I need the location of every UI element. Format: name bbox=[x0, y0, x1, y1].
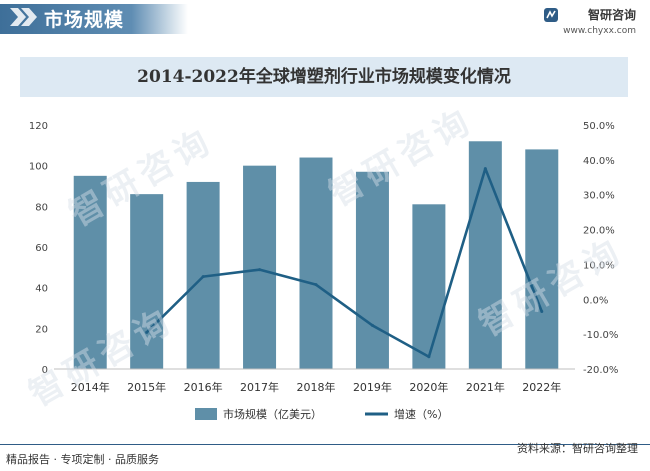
legend-swatch-bar bbox=[195, 408, 217, 420]
y-left-tick-label: 20 bbox=[35, 324, 48, 335]
double-chevron-icon bbox=[10, 8, 37, 26]
x-tick-label: 2022年 bbox=[522, 380, 561, 394]
line-point bbox=[145, 330, 149, 334]
legend-label-bar: 市场规模（亿美元） bbox=[223, 407, 322, 421]
y-left-tick-label: 0 bbox=[42, 365, 48, 376]
x-tick-label: 2020年 bbox=[409, 380, 448, 394]
brand-url: www.chyxx.com bbox=[563, 26, 636, 36]
y-left-tick-label: 60 bbox=[35, 243, 48, 254]
line-point bbox=[314, 283, 318, 287]
y-right-tick-label: 50.0% bbox=[583, 121, 615, 132]
brand-name: 智研咨询 bbox=[587, 8, 636, 22]
x-tick-label: 2019年 bbox=[353, 380, 392, 394]
chart: 0 20 40 60 80 100 120 -20.0% -10.0% 0.0% 10.0% 20.0… bbox=[29, 121, 618, 421]
bar bbox=[525, 149, 559, 369]
bar bbox=[299, 157, 333, 369]
x-tick-label: 2014年 bbox=[71, 380, 110, 394]
bar bbox=[412, 204, 446, 369]
y-left-tick-label: 120 bbox=[29, 121, 48, 132]
y-right-tick-label: 30.0% bbox=[583, 191, 615, 202]
growth-line bbox=[145, 167, 543, 359]
y-right-tick-label: -10.0% bbox=[583, 330, 618, 341]
line-point bbox=[427, 355, 431, 359]
bar bbox=[355, 171, 389, 369]
line-point bbox=[258, 268, 262, 272]
source-note: 资料来源：智研咨询整理 bbox=[517, 442, 638, 455]
line-point bbox=[370, 323, 374, 327]
bar bbox=[73, 175, 107, 369]
x-tick-label: 2016年 bbox=[184, 380, 223, 394]
y-left-tick-label: 100 bbox=[29, 162, 48, 173]
x-tick-label: 2021年 bbox=[466, 380, 505, 394]
y-left-tick-label: 80 bbox=[35, 202, 48, 213]
y-right-tick-label: 40.0% bbox=[583, 156, 615, 167]
brand-logo-icon bbox=[544, 8, 559, 22]
y-left-tick-label: 40 bbox=[35, 284, 48, 295]
section-title: 市场规模 bbox=[44, 9, 125, 31]
chart-title-box: 2014-2022年全球增塑剂行业市场规模变化情况 bbox=[20, 57, 628, 97]
header: 市场规模 智研咨询 www.chyxx.com bbox=[0, 0, 650, 44]
bar bbox=[130, 194, 164, 369]
brand: 智研咨询 www.chyxx.com bbox=[544, 6, 636, 36]
line-point bbox=[201, 275, 205, 279]
chart-title: 2014-2022年全球增塑剂行业市场规模变化情况 bbox=[137, 67, 511, 87]
y-right-tick-label: 0.0% bbox=[583, 295, 608, 306]
bar bbox=[468, 141, 502, 369]
x-tick-label: 2017年 bbox=[240, 380, 279, 394]
bar bbox=[243, 165, 277, 369]
line-point bbox=[540, 309, 544, 313]
x-tick-label: 2018年 bbox=[297, 380, 336, 394]
line-point bbox=[483, 167, 487, 171]
y-right-tick-label: 20.0% bbox=[583, 226, 615, 237]
footer-tagline: 精品报告 · 专项定制 · 品质服务 bbox=[6, 453, 159, 466]
y-right-tick-label: -20.0% bbox=[583, 365, 618, 376]
x-tick-label: 2015年 bbox=[127, 380, 166, 394]
footer-divider bbox=[0, 444, 650, 445]
y-right-tick-label: 10.0% bbox=[583, 260, 615, 271]
legend-label-line: 增速（%） bbox=[394, 407, 448, 421]
